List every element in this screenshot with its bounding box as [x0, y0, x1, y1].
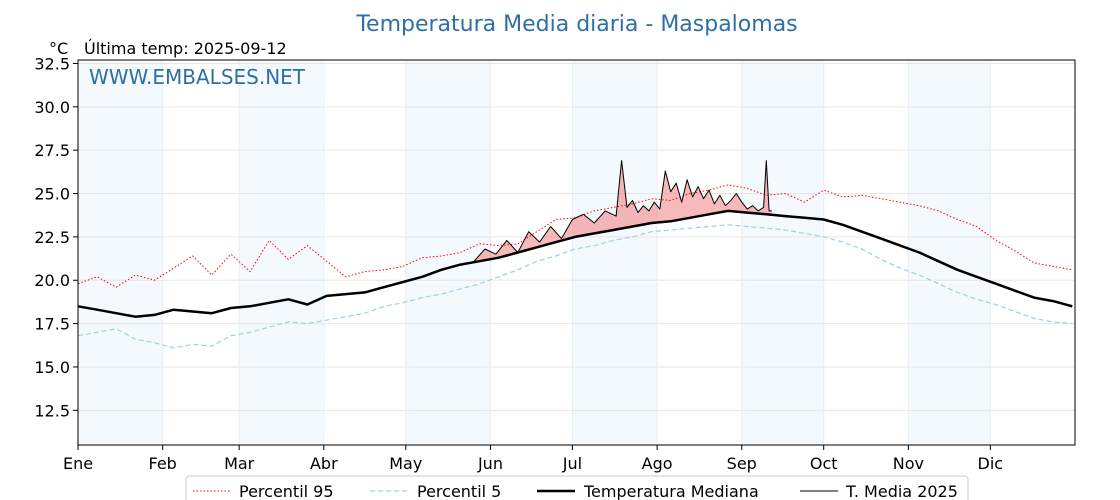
y-tick-label: 32.5	[34, 54, 70, 73]
x-tick-label: Sep	[727, 454, 757, 473]
x-tick-label: Feb	[149, 454, 177, 473]
series-line-3	[473, 160, 772, 262]
x-tick-label: Mar	[224, 454, 255, 473]
legend: Percentil 95 Percentil 5 Temperatura Media…	[185, 475, 969, 500]
y-tick-label: 22.5	[34, 228, 70, 247]
legend-label: Temperatura Mediana	[583, 482, 759, 500]
series-line-1	[77, 224, 1073, 349]
legend-label: Percentil 5	[417, 482, 501, 500]
above-median-area	[474, 160, 772, 263]
watermark: WWW.EMBALSES.NET	[89, 65, 306, 89]
y-tick-label: 15.0	[34, 358, 70, 377]
x-tick-label: May	[389, 454, 422, 473]
y-tick-label: 27.5	[34, 141, 70, 160]
month-band	[405, 60, 491, 445]
month-band	[572, 60, 658, 445]
last-temp-label: Última temp: 2025-09-12	[84, 39, 287, 58]
month-band	[741, 60, 824, 445]
legend-box	[185, 475, 969, 500]
series-line-2	[77, 209, 1073, 318]
y-tick-label: 17.5	[34, 315, 70, 334]
legend-label: T. Media 2025	[845, 482, 958, 500]
month-bands	[78, 60, 991, 445]
x-axis: Ene Feb Mar Abr May Jun Jul Ago Sep Oct Nov Dic	[63, 445, 1003, 473]
x-tick-label: Nov	[893, 454, 924, 473]
chart-title: Temperatura Media diaria - Maspalomas	[355, 12, 797, 37]
series-lines	[77, 160, 1073, 349]
y-tick-label: 20.0	[34, 271, 70, 290]
x-tick-label: Ene	[63, 454, 93, 473]
y-tick-label: 12.5	[34, 401, 70, 420]
x-tick-label: Abr	[310, 454, 338, 473]
month-band	[78, 60, 163, 445]
month-band	[239, 60, 324, 445]
x-tick-label: Dic	[978, 454, 1004, 473]
x-tick-label: Oct	[810, 454, 838, 473]
unit-label: °C	[49, 39, 68, 58]
above-median-fill	[474, 160, 772, 263]
plot-frame	[77, 59, 1076, 446]
y-axis: 12.5 15.0 17.5 20.0 22.5 25.0 27.5 30.0 32.5	[34, 54, 78, 420]
x-tick-label: Jul	[562, 454, 582, 473]
x-tick-label: Ago	[642, 454, 673, 473]
y-tick-label: 25.0	[34, 185, 70, 204]
y-tick-label: 30.0	[34, 98, 70, 117]
legend-label: Percentil 95	[239, 482, 334, 500]
x-tick-label: Jun	[477, 454, 503, 473]
